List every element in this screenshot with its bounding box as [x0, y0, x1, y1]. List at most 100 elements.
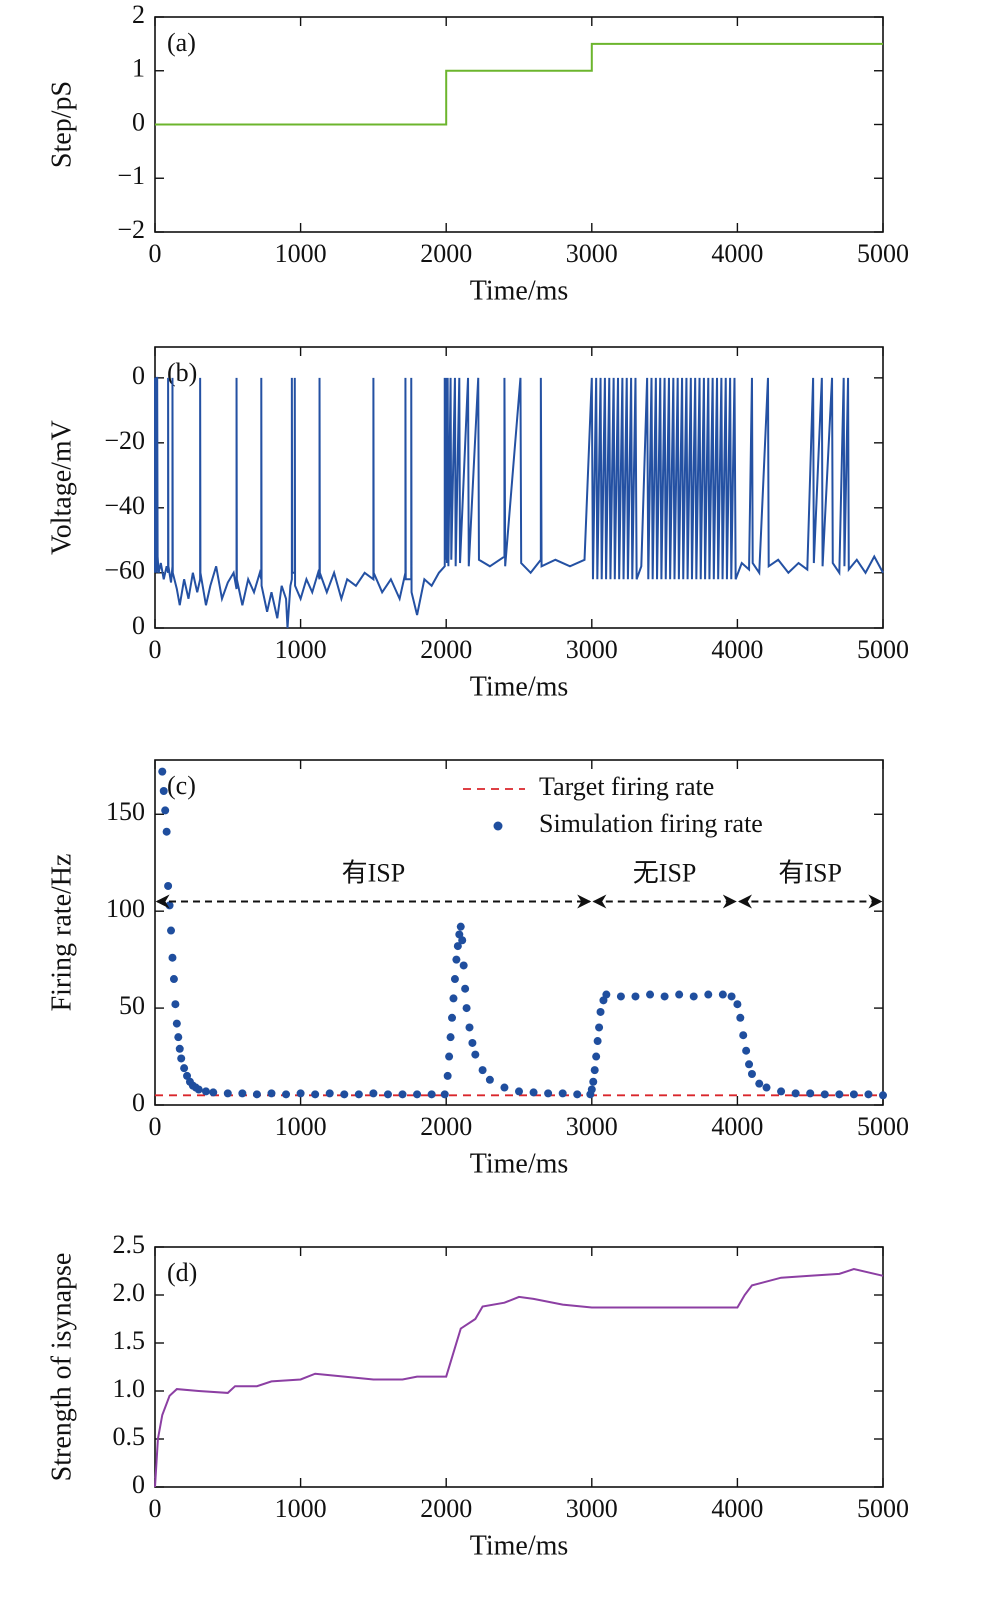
data-point	[689, 992, 698, 1001]
y-tick-label: 0	[132, 1470, 145, 1499]
x-tick-label: 3000	[566, 239, 618, 268]
data-point	[592, 1052, 601, 1061]
data-point	[806, 1089, 815, 1098]
data-point	[238, 1089, 247, 1098]
y-tick-label: 2.5	[113, 1230, 146, 1259]
data-point	[325, 1089, 334, 1098]
data-point	[267, 1089, 276, 1098]
y-tick-label: 0	[132, 611, 145, 640]
y-tick-label: 2.0	[113, 1278, 146, 1307]
data-point	[446, 1033, 455, 1042]
plot-frame	[154, 759, 884, 1106]
panel: −2 −1 0 1 2 0 1000 2000 3000 4000 5000 Time/ms Step/…	[46, 0, 909, 306]
data-point	[590, 1066, 599, 1075]
plot-frame	[154, 1246, 884, 1488]
y-tick-label: 100	[106, 894, 145, 923]
x-tick-label: 4000	[711, 1494, 763, 1523]
x-tick-label: 2000	[420, 1112, 472, 1141]
x-tick-label: 1000	[275, 1494, 327, 1523]
data-point	[515, 1087, 523, 1096]
x-tick-label: 5000	[857, 635, 909, 664]
x-tick-label: 5000	[857, 1494, 909, 1523]
data-point	[461, 984, 470, 993]
x-tick-label: 4000	[711, 635, 763, 664]
legend-label: Target firing rate	[539, 772, 714, 801]
data-point	[791, 1089, 800, 1098]
data-point	[733, 1000, 742, 1009]
data-point	[835, 1090, 844, 1099]
y-tick-label: 150	[106, 797, 145, 826]
panel: 0 0.5 1.0 1.5 2.0 2.5 0 1000 2000 3000 4000 5000 Tim…	[46, 1230, 909, 1561]
data-point	[468, 1038, 477, 1047]
y-axis-label: Voltage/mV	[46, 420, 77, 555]
x-tick-label: 3000	[566, 1112, 618, 1141]
y-tick-label: 0	[132, 1088, 145, 1117]
data-point	[777, 1087, 786, 1096]
data-point	[529, 1088, 538, 1097]
panel: 0 50 100 150 0 1000 2000 3000 4000 5000 Time/ms Fir…	[46, 759, 909, 1179]
data-point	[448, 1013, 457, 1022]
y-tick-label: 1.0	[113, 1374, 146, 1403]
data-point	[172, 1019, 181, 1028]
data-point	[398, 1090, 407, 1099]
y-tick-label: −60	[104, 556, 145, 585]
data-point	[443, 1071, 452, 1080]
y-tick-label: 0	[132, 361, 145, 390]
data-point	[478, 1066, 487, 1075]
data-point	[201, 1087, 210, 1096]
data-point	[596, 1007, 605, 1016]
data-point	[450, 975, 459, 984]
y-tick-label: 2	[132, 0, 145, 29]
data-point	[646, 990, 655, 999]
legend-marker	[493, 821, 503, 831]
data-point	[500, 1083, 509, 1092]
x-tick-label: 0	[149, 635, 162, 664]
x-tick-label: 5000	[857, 1112, 909, 1141]
data-point	[180, 1064, 189, 1073]
y-axis-label: Strength of isynapse	[46, 1253, 77, 1482]
data-point	[456, 922, 465, 931]
data-point	[462, 1004, 471, 1013]
data-point	[165, 901, 174, 910]
data-point	[631, 992, 640, 1001]
data-point	[174, 1033, 183, 1042]
data-point	[736, 1013, 745, 1022]
data-point	[162, 827, 171, 836]
x-axis-label: Time/ms	[470, 275, 569, 306]
data-point	[175, 1044, 184, 1053]
data-point	[340, 1090, 349, 1099]
data-point	[593, 1037, 602, 1046]
data-point	[485, 1075, 494, 1084]
data-point	[168, 953, 177, 962]
y-tick-label: 1	[132, 54, 145, 83]
data-point	[573, 1090, 582, 1099]
data-point	[445, 1052, 454, 1061]
data-point	[587, 1085, 596, 1094]
data-point	[161, 806, 170, 815]
x-tick-label: 4000	[711, 239, 763, 268]
data-point	[849, 1090, 858, 1099]
y-tick-label: 0	[132, 107, 145, 136]
data-point	[440, 1090, 449, 1099]
data-point	[471, 1050, 480, 1059]
data-point	[252, 1090, 261, 1099]
panel-label: (a)	[167, 28, 196, 57]
data-point	[727, 992, 736, 1001]
data-point	[465, 1023, 474, 1032]
data-point	[209, 1088, 218, 1097]
range-label: 无ISP	[633, 858, 697, 887]
data-point	[745, 1060, 754, 1069]
data-point	[704, 990, 713, 999]
y-tick-label: −1	[117, 161, 145, 190]
x-tick-label: 3000	[566, 1494, 618, 1523]
y-tick-label: −2	[117, 215, 145, 244]
data-point	[383, 1090, 392, 1099]
x-tick-label: 0	[149, 1112, 162, 1141]
data-point	[369, 1089, 378, 1098]
x-tick-label: 0	[149, 239, 162, 268]
data-point	[171, 1000, 180, 1009]
x-tick-label: 2000	[420, 239, 472, 268]
data-point	[660, 992, 669, 1001]
